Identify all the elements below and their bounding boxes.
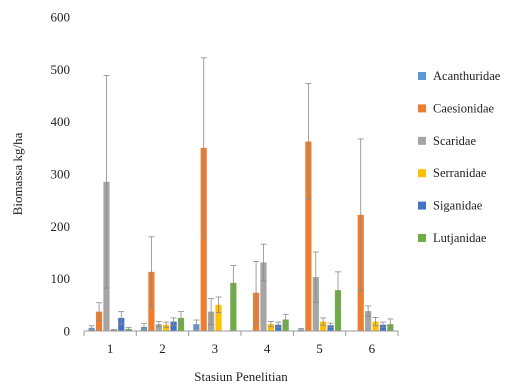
x-tick-label: 2 (159, 341, 166, 356)
bar (200, 147, 207, 331)
legend-label: Acanthuridae (433, 69, 501, 83)
bar (95, 311, 103, 331)
bar (260, 262, 267, 331)
bar (163, 324, 170, 331)
x-tick-label: 1 (107, 341, 114, 356)
y-tick-label: 400 (51, 114, 71, 129)
legend-swatch (418, 201, 426, 210)
bar (275, 324, 282, 331)
bar (379, 324, 387, 331)
bar (155, 324, 162, 331)
x-tick-label: 3 (212, 341, 219, 356)
legend-swatch (418, 234, 426, 242)
legend-swatch (418, 136, 426, 145)
bar (334, 290, 342, 331)
bar (305, 141, 312, 331)
x-axis-title: Stasiun Penelitian (194, 369, 288, 384)
bar (320, 321, 327, 331)
bar (170, 321, 177, 331)
bar (230, 282, 237, 331)
y-tick-label: 600 (51, 10, 71, 25)
x-tick-label: 4 (264, 341, 271, 356)
legend-swatch (418, 72, 426, 80)
bar (365, 311, 372, 331)
legend-label: Siganidae (433, 199, 483, 213)
y-tick-label: 200 (51, 219, 71, 234)
bar (372, 321, 379, 331)
legend-swatch (418, 104, 426, 113)
legend-label: Scaridae (433, 134, 476, 148)
y-tick-label: 300 (51, 167, 71, 182)
y-tick-label: 0 (64, 324, 71, 339)
bar (215, 304, 222, 331)
bar (312, 277, 319, 331)
legend-swatch (418, 169, 426, 178)
x-tick-label: 6 (369, 341, 376, 356)
y-tick-label: 100 (51, 271, 71, 286)
y-tick-label: 500 (51, 62, 71, 77)
legend-label: Lutjanidae (433, 231, 487, 245)
y-axis-title: Biomassa kg/ha (10, 132, 25, 215)
legend-label: Caesionidae (433, 101, 495, 115)
bar (267, 324, 274, 331)
legend: Acanthuridae Caesionidae Scaridae Serranida… (418, 69, 501, 245)
legend-label: Serranidae (433, 166, 487, 180)
x-tick-label: 5 (316, 341, 323, 356)
bar (327, 325, 334, 331)
bar (282, 319, 289, 331)
